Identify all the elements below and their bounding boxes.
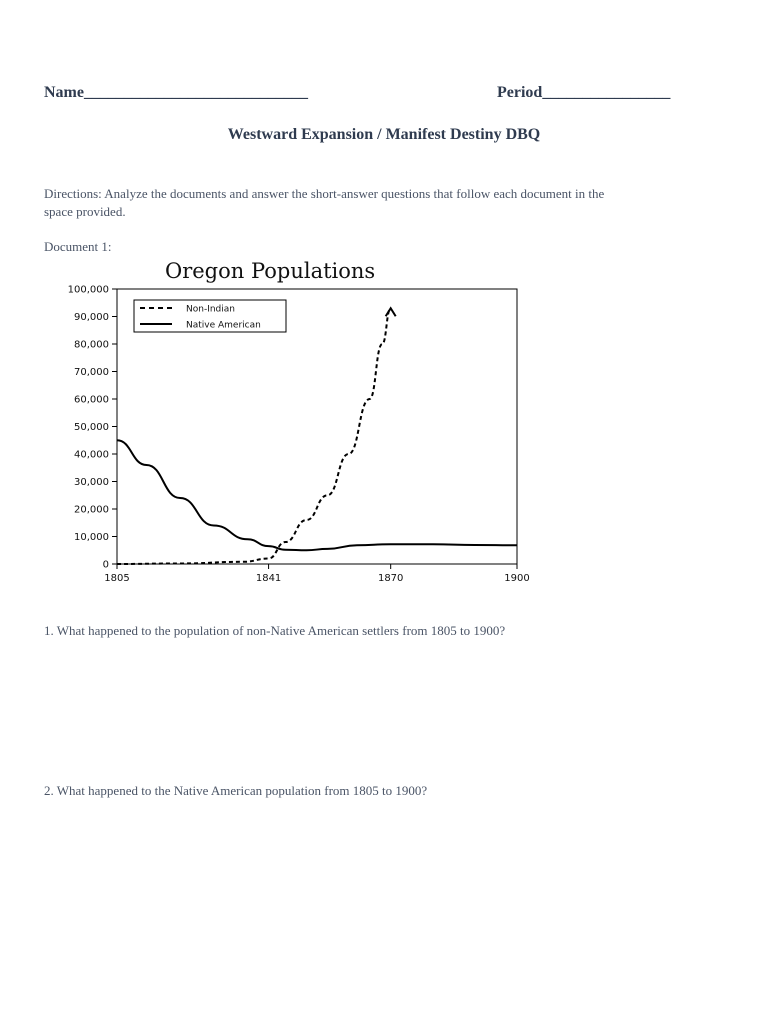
x-tick-label: 1870 [378,573,403,584]
chart-title: Oregon Populations [165,259,375,283]
chart-svg: Oregon Populations 100,000 90,000 80,000 70,… [68,259,530,584]
page-title: Westward Expansion / Manifest Destiny DB… [227,126,541,143]
x-tick-label: 1805 [104,573,129,584]
document-label: Document 1: [44,239,112,254]
name-label: Name____________________________ [44,84,308,102]
y-tick-label: 70,000 [74,367,109,378]
directions-line-2: space provided. [44,204,126,219]
period-label: Period________________ [497,84,670,102]
legend-label: Native American [186,321,261,331]
y-tick-label: 10,000 [74,532,109,543]
series-line-non-indian [116,307,392,565]
legend-label: Non-Indian [186,305,235,315]
x-tick-label: 1841 [256,573,281,584]
y-tick-label: 50,000 [74,422,109,433]
y-tick-label: 90,000 [74,312,109,323]
question-2: 2. What happened to the Native American … [44,783,428,798]
y-tick-label: 20,000 [74,505,109,516]
y-tick-label: 40,000 [74,450,109,461]
y-tick-label: 0 [103,560,109,571]
period-label-text: Period [497,84,543,101]
y-tick-label: 80,000 [74,340,109,351]
x-tick-label: 1900 [504,573,529,584]
y-tick-label: 100,000 [68,285,109,296]
oregon-populations-chart: Oregon Populations 100,000 90,000 80,000 70,… [40,258,530,598]
series-line-native-american [116,439,518,552]
y-tick-label: 30,000 [74,477,109,488]
name-label-text: Name [44,84,84,101]
period-blank[interactable]: ________________ [542,84,671,101]
y-tick-label: 60,000 [74,395,109,406]
directions-line-1: Directions: Analyze the documents and an… [44,186,605,201]
name-blank[interactable]: ____________________________ [83,84,308,101]
question-1: 1. What happened to the population of no… [44,623,506,638]
arrow-head [384,306,397,317]
legend-box [133,299,287,333]
